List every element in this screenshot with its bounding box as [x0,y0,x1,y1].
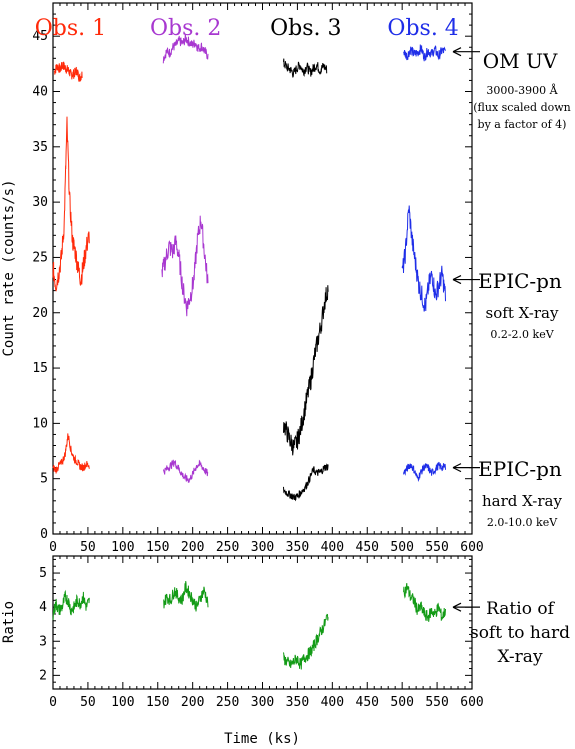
light-curve-band2-obs2 [162,459,209,483]
series-layer [52,34,446,670]
x-tick-label-top: 200 [181,540,204,555]
bottom-y-axis-title: Ratio [1,601,17,643]
ratio-arrow-head [452,602,462,612]
light-curve-band2-obs1 [52,433,90,474]
x-tick-label-bottom: 250 [216,695,239,710]
x-tick-label-bottom: 450 [356,695,379,710]
x-axis: 0 0 50 50 100 100 150 150 200 200 250 250 300 300 350 3… [49,3,484,710]
band-subtitle-0-2: by a factor of 4) [478,118,567,131]
light-curve-band2-obs4 [403,461,446,482]
light-curve-band0-obs4 [403,44,446,62]
x-axis-title: Time (ks) [224,731,300,747]
top-y-tick-label: 10 [32,416,48,431]
band-title-0: OM UV [483,49,558,73]
light-curve-band2-obs3 [283,463,329,502]
x-tick-label-bottom: 600 [460,695,483,710]
bottom-y-tick-label: 4 [39,600,47,615]
x-tick-label-top: 600 [460,540,483,555]
x-tick-label-top: 50 [80,540,96,555]
observation-labels: Obs. 1 Obs. 2 Obs. 3 Obs. 4 [35,16,459,41]
x-tick-label-top: 350 [286,540,309,555]
band-2-arrow-head [452,463,462,473]
x-tick-label-bottom: 0 [49,695,57,710]
light-curve-band0-obs2 [162,34,209,64]
bottom-panel-frame [52,555,473,690]
x-tick-label-top: 150 [146,540,169,555]
band-subtitle-1-0: soft X-ray [486,304,559,322]
observation-label-1: Obs. 1 [35,16,106,41]
ratio-annotation-line-0: Ratio of [486,599,555,619]
top-y-tick-label: 40 [32,85,48,100]
ratio-curve-obs1 [52,589,90,621]
top-y-tick-label: 20 [32,306,48,321]
ratio-curve-obs2 [163,581,209,612]
x-tick-label-bottom: 550 [425,695,448,710]
top-y-tick-label: 35 [32,140,48,155]
light-curve-band1-obs2 [161,215,209,317]
x-tick-label-bottom: 300 [251,695,274,710]
light-curve-band1-obs1 [52,116,90,292]
x-tick-label-bottom: 200 [181,695,204,710]
band-subtitle-2-1: 2.0-10.0 keV [487,516,558,529]
light-curve-band0-obs3 [283,58,328,78]
x-tick-label-bottom: 500 [390,695,413,710]
top-y-axis: 0 5 10 15 20 25 30 35 40 45 [32,13,472,542]
ratio-annotation-line-2: X-ray [497,647,543,667]
ratio-curve-obs4 [403,583,446,622]
x-tick-label-top: 450 [356,540,379,555]
bottom-y-tick-label: 5 [39,566,47,581]
x-tick-label-top: 300 [251,540,274,555]
x-tick-label-top: 400 [321,540,344,555]
light-curve-band0-obs1 [53,61,83,82]
x-tick-label-top: 100 [111,540,134,555]
observation-label-2: Obs. 2 [150,16,221,41]
top-y-tick-label: 30 [32,195,48,210]
x-tick-label-bottom: 400 [321,695,344,710]
band-subtitle-0-1: (flux scaled down [473,101,571,114]
x-tick-label-top: 0 [49,540,57,555]
top-panel-frame [52,2,473,535]
bottom-y-tick-label: 2 [39,668,47,683]
light-curve-band1-obs3 [283,285,329,456]
top-y-tick-label: 25 [32,250,48,265]
x-tick-label-bottom: 150 [146,695,169,710]
band-subtitle-0-0: 3000-3900 Å [486,83,558,97]
ratio-curve-obs3 [283,613,329,670]
x-tick-label-top: 500 [390,540,413,555]
band-annotations: OM UV 3000-3900 Å (flux scaled down by a fa… [452,47,571,667]
top-y-tick-label: 5 [40,472,48,487]
x-tick-label-bottom: 350 [286,695,309,710]
bottom-y-axis: 2 3 4 5 [39,558,472,683]
band-1-arrow-head [452,275,462,285]
x-tick-label-top: 250 [216,540,239,555]
band-subtitle-1-1: 0.2-2.0 keV [490,328,554,341]
band-title-1: EPIC-pn [478,269,562,293]
top-y-tick-label: 45 [32,29,48,44]
observation-label-4: Obs. 4 [387,16,458,41]
light-curve-band1-obs4 [401,205,446,312]
band-0-arrow-head [452,47,462,57]
bottom-y-tick-label: 3 [39,634,47,649]
x-tick-label-bottom: 50 [80,695,96,710]
observation-label-3: Obs. 3 [270,16,341,41]
x-tick-label-bottom: 100 [111,695,134,710]
band-subtitle-2-0: hard X-ray [482,492,562,510]
ratio-annotation-line-1: soft to hard [470,623,570,643]
top-y-tick-label: 15 [32,361,48,376]
top-y-tick-label: 0 [40,527,48,542]
x-tick-label-top: 550 [425,540,448,555]
band-title-2: EPIC-pn [478,457,562,481]
top-y-axis-title: Count rate (counts/s) [1,179,17,356]
